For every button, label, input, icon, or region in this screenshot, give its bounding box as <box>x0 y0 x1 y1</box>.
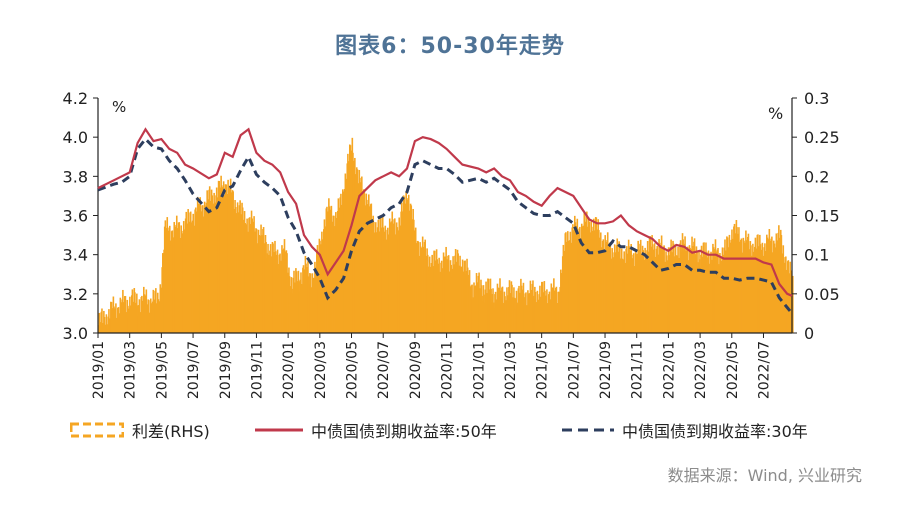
yield-lines <box>97 127 794 315</box>
right-tick-label: 0.05 <box>804 285 840 304</box>
legend-swatch-30y <box>562 428 614 432</box>
right-tick-label: 0.2 <box>804 167 829 186</box>
left-tick-label: 3.0 <box>63 324 88 343</box>
left-tick-label: 3.4 <box>63 246 88 265</box>
right-tick-label: 0.15 <box>804 207 840 226</box>
x-tick-label: 2019/07 <box>186 341 202 399</box>
legend-label-50y: 中债国债到期收益率:50年 <box>311 422 497 441</box>
right-tick-label: 0.3 <box>804 89 829 108</box>
x-tick-label: 2022/07 <box>756 341 772 399</box>
line-50y <box>97 127 793 297</box>
x-tick-label: 2020/01 <box>281 341 297 399</box>
right-tick-label: 0.25 <box>804 128 840 147</box>
x-tick-label: 2019/05 <box>154 341 170 399</box>
spread-bar <box>106 324 108 333</box>
right-tick-label: 0.1 <box>804 246 829 265</box>
legend-label-30y: 中债国债到期收益率:30年 <box>622 422 808 441</box>
x-tick-label: 2020/07 <box>376 341 392 399</box>
legend-swatch-50y <box>255 428 303 432</box>
x-tick-label: 2022/05 <box>725 341 741 399</box>
left-tick-label: 4.2 <box>63 89 88 108</box>
x-tick-label: 2020/05 <box>345 341 361 399</box>
x-tick-label: 2020/09 <box>408 341 424 399</box>
right-tick-label: 0 <box>804 324 814 343</box>
left-tick-label: 3.2 <box>63 285 88 304</box>
spread-bar <box>103 316 106 333</box>
spread-bar <box>105 314 108 333</box>
x-tick-label: 2020/11 <box>440 341 456 399</box>
spread-bars <box>98 137 794 333</box>
legend-item-50y: 中债国债到期收益率:50年 <box>255 418 497 442</box>
x-tick-label: 2019/09 <box>218 341 234 399</box>
right-axis-ticks: 0 0.05 0.1 0.15 0.2 0.25 0.3 <box>792 89 840 343</box>
legend-item-spread: 利差(RHS) <box>70 418 210 442</box>
legend-item-30y: 中债国债到期收益率:30年 <box>562 418 808 442</box>
x-tick-label: 2020/03 <box>313 341 329 399</box>
legend-swatch-spread <box>70 422 124 438</box>
x-tick-label: 2021/01 <box>471 341 487 399</box>
x-tick-label: 2022/01 <box>661 341 677 399</box>
legend-label-spread: 利差(RHS) <box>132 422 210 441</box>
x-tick-label: 2019/11 <box>249 341 265 399</box>
x-tick-label: 2021/09 <box>598 341 614 399</box>
x-tick-label: 2021/03 <box>503 341 519 399</box>
right-axis-unit: % <box>768 104 783 123</box>
source-note: 数据来源：Wind, 兴业研究 <box>667 466 862 485</box>
x-tick-label: 2021/07 <box>566 341 582 399</box>
x-axis-ticks: 2019/01 2019/03 2019/05 2019/07 2019/09 2019/… <box>91 333 772 399</box>
line-30y <box>97 136 794 315</box>
x-tick-label: 2021/05 <box>535 341 551 399</box>
left-axis-ticks: 3.0 3.2 3.4 3.6 3.8 4.0 4.2 <box>63 89 98 343</box>
left-tick-label: 3.8 <box>63 167 88 186</box>
chart-title: 图表6：50-30年走势 <box>335 34 565 59</box>
x-tick-label: 2021/11 <box>630 341 646 399</box>
x-tick-label: 2022/03 <box>693 341 709 399</box>
left-axis-unit: % <box>112 98 126 116</box>
left-tick-label: 3.6 <box>63 207 88 226</box>
left-tick-label: 4.0 <box>63 128 88 147</box>
spread-bar <box>792 275 794 333</box>
x-tick-label: 2019/01 <box>91 341 107 399</box>
spread-bar <box>101 308 103 333</box>
x-tick-label: 2019/03 <box>123 341 139 399</box>
